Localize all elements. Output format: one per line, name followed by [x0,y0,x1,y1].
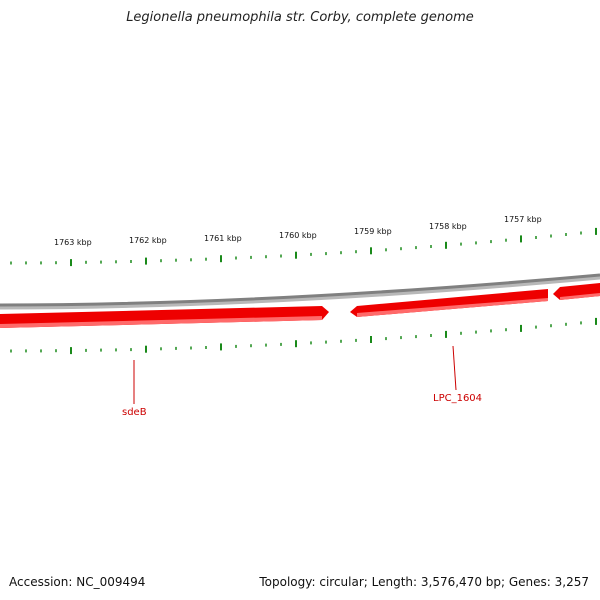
accession-text: Accession: NC_009494 [9,575,146,589]
gene-sdeB-highlight [0,316,322,328]
gene-features [0,283,600,328]
gene-next-highlight [560,293,600,300]
ruler-ticks-inner [10,317,597,355]
ruler-label: 1759 kbp [354,227,392,236]
ruler-label: 1763 kbp [54,238,92,247]
gene-label-sdeB[interactable]: sdeB [122,407,147,418]
ruler-label: 1762 kbp [129,236,167,245]
genome-summary-text: Topology: circular; Length: 3,576,470 bp… [259,575,589,589]
map-title: Legionella pneumophila str. Corby, compl… [126,10,474,25]
backbone-shadow [0,274,600,310]
gene-label-lpc-1604[interactable]: LPC_1604 [433,393,482,404]
ruler-label: 1760 kbp [279,231,317,240]
ruler-label: 1757 kbp [504,215,542,224]
ruler-ticks-outer [10,227,597,267]
ruler-label: 1761 kbp [204,234,242,243]
ruler-labels: 1763 kbp 1762 kbp 1761 kbp 1760 kbp 1759… [54,215,542,247]
gene-lpc-1604-highlight [357,298,548,317]
gene-label-leader-lpc-1604 [452,345,457,391]
backbone-arc [0,273,600,307]
gene-labels: sdeB LPC_1604 [122,393,482,418]
ruler-label: 1758 kbp [429,222,467,231]
